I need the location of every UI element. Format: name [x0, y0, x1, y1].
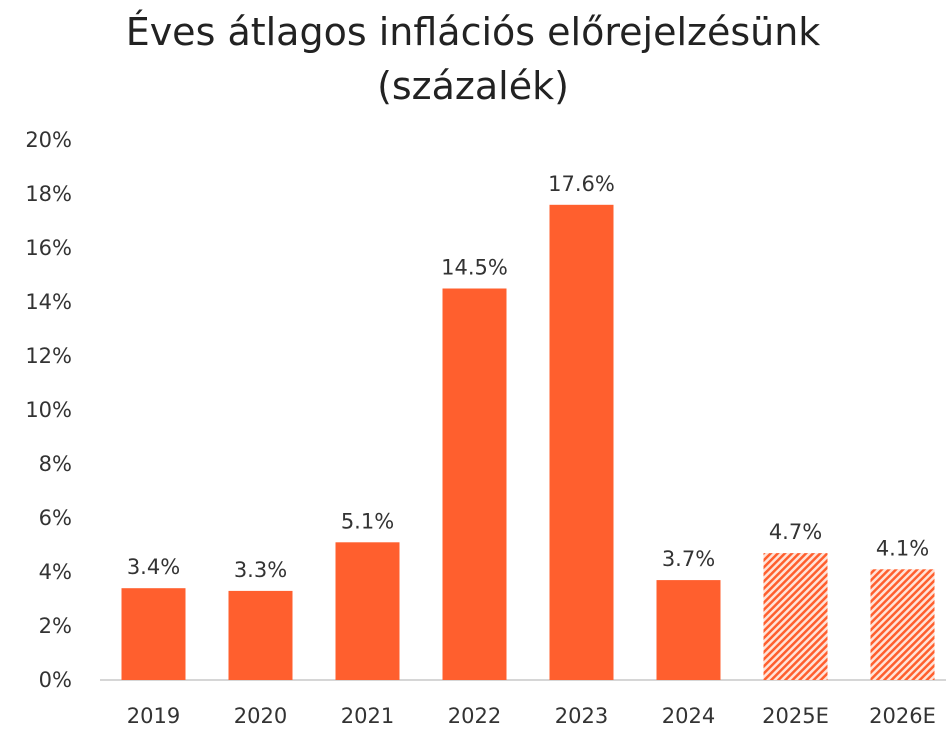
data-label: 4.1% — [876, 536, 929, 560]
y-tick-label: 18% — [25, 182, 72, 206]
x-tick-label: 2021 — [341, 704, 394, 728]
y-tick-label: 0% — [39, 668, 72, 692]
y-axis: 0% 2% 4% 6% 8% 10% 12% 14% 16% 18% 20% — [25, 128, 72, 692]
data-label: 14.5% — [441, 256, 508, 280]
y-tick-label: 10% — [25, 398, 72, 422]
data-label: 3.3% — [234, 558, 287, 582]
x-tick-label: 2020 — [234, 704, 287, 728]
x-tick-label: 2026E — [869, 704, 936, 728]
bar-2025E — [763, 553, 828, 680]
data-label: 5.1% — [341, 509, 394, 533]
x-tick-label: 2025E — [762, 704, 829, 728]
data-label: 17.6% — [548, 172, 615, 196]
chart-title: Éves átlagos inflációs előrejelzésünk — [125, 10, 821, 54]
y-tick-label: 12% — [25, 344, 72, 368]
data-label: 3.4% — [127, 555, 180, 579]
y-tick-label: 6% — [39, 506, 72, 530]
bar-2022 — [442, 288, 507, 680]
x-axis: 2019 2020 2021 2022 2023 2024 2025E 2026E — [127, 704, 936, 728]
x-tick-label: 2019 — [127, 704, 180, 728]
bar-2026E — [870, 569, 935, 680]
y-tick-label: 20% — [25, 128, 72, 152]
bar-2023 — [549, 204, 614, 681]
y-tick-label: 8% — [39, 452, 72, 476]
x-tick-label: 2024 — [662, 704, 715, 728]
y-tick-label: 16% — [25, 236, 72, 260]
x-tick-label: 2023 — [555, 704, 608, 728]
bar-2021 — [335, 542, 400, 680]
bars: 3.4% 3.3% 5.1% 14.5% 17.6% 3.7% 4.7% 4.1% — [121, 172, 935, 681]
y-tick-label: 2% — [39, 614, 72, 638]
y-tick-label: 14% — [25, 290, 72, 314]
bar-2024 — [656, 580, 721, 680]
bar-2020 — [228, 590, 293, 680]
bar-2019 — [121, 588, 186, 680]
y-tick-label: 4% — [39, 560, 72, 584]
x-tick-label: 2022 — [448, 704, 501, 728]
data-label: 4.7% — [769, 520, 822, 544]
chart-subtitle: (százalék) — [377, 64, 569, 108]
data-label: 3.7% — [662, 547, 715, 571]
